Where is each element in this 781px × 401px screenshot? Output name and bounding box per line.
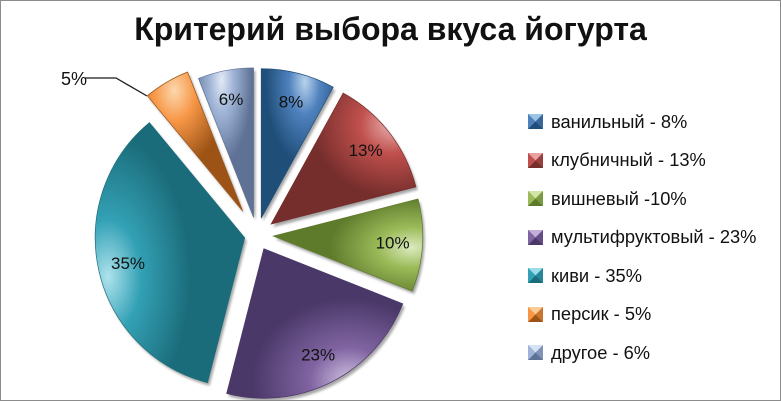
svg-text:5%: 5% (61, 69, 87, 89)
svg-text:35%: 35% (111, 254, 145, 273)
svg-text:8%: 8% (279, 92, 304, 111)
svg-text:13%: 13% (349, 141, 383, 160)
svg-text:23%: 23% (301, 345, 335, 364)
svg-text:10%: 10% (376, 234, 410, 253)
svg-text:6%: 6% (219, 90, 244, 109)
